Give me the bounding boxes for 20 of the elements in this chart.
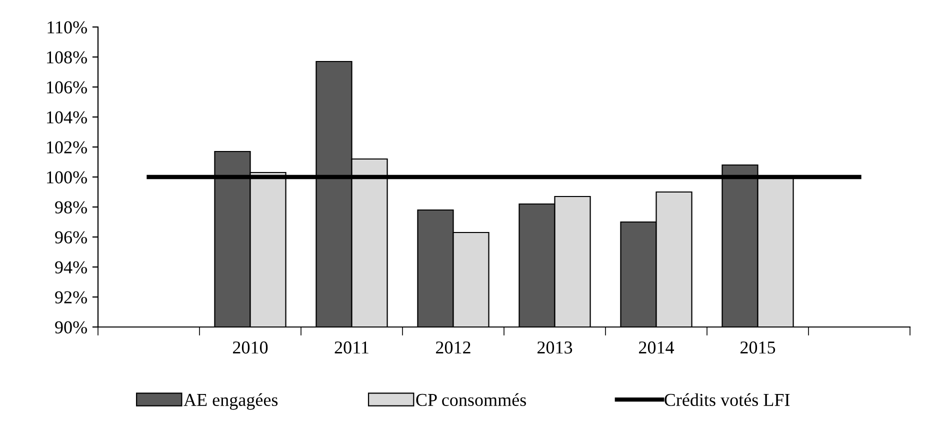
- legend-label: AE engagées: [184, 393, 278, 410]
- y-tick-label: 94%: [55, 261, 87, 274]
- x-tick-label: 2014: [638, 341, 674, 354]
- x-tick-label: 2013: [537, 341, 572, 354]
- legend-label: Crédits votés LFI: [664, 393, 790, 406]
- y-tick-label: 106%: [47, 81, 87, 94]
- y-tick-label: 110%: [48, 21, 87, 34]
- y-tick-label: 98%: [55, 201, 87, 214]
- y-tick-label: 96%: [55, 231, 87, 244]
- y-tick-label: 108%: [47, 51, 87, 64]
- y-tick-label: 100%: [47, 171, 87, 184]
- x-tick-label: 2010: [232, 341, 268, 354]
- x-tick-label: 2011: [334, 341, 368, 354]
- y-tick-label: 102%: [47, 141, 87, 154]
- x-tick-label: 2012: [436, 341, 470, 354]
- x-tick-label: 2015: [740, 341, 776, 354]
- y-tick-label: 90%: [55, 321, 87, 334]
- legend-label: CP consommés: [416, 393, 526, 406]
- y-tick-label: 104%: [47, 111, 87, 124]
- y-tick-label: 92%: [55, 291, 87, 304]
